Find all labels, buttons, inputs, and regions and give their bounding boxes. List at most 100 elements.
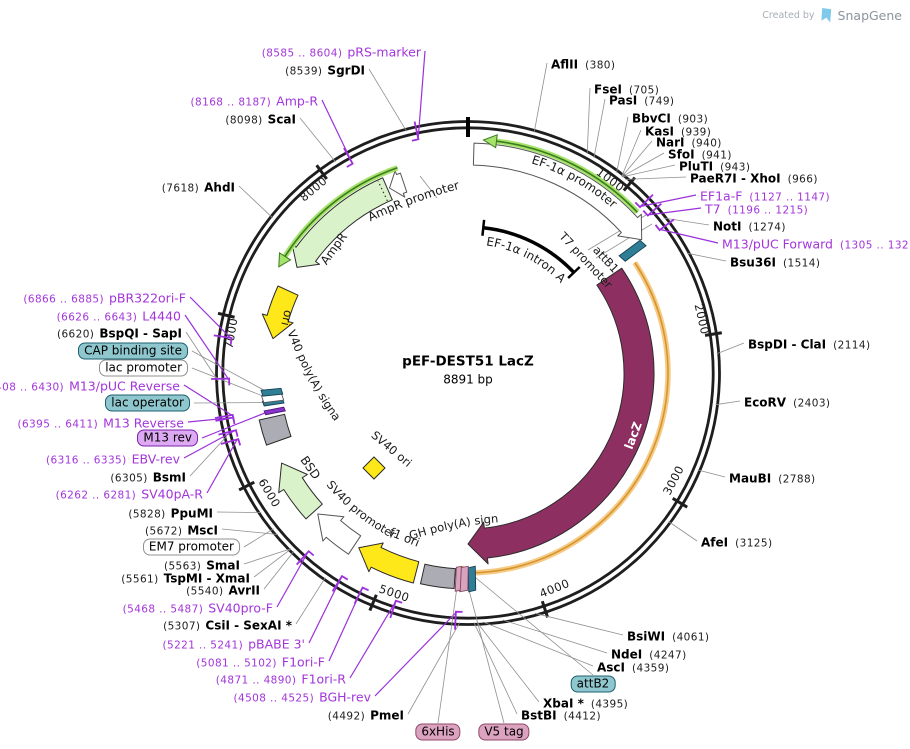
site-label-f1ori-f[interactable]: (5081 .. 5102) F1ori-F [196,652,325,671]
site-label-xbai-[interactable]: XbaI * (4395) [543,693,628,712]
site-label-ecorv[interactable]: EcoRV (2403) [744,392,830,411]
site-position: (903) [677,113,709,126]
site-position: (5540) [186,585,224,598]
site-label-ef1a-f[interactable]: EF1a-F (1127 .. 1147) [700,186,830,205]
site-label-paer7i-xhoi[interactable]: PaeR7I - XhoI (966) [690,168,818,187]
site-label-sv40pa-r[interactable]: (6262 .. 6281) SV40pA-R [56,484,203,503]
site-label-tspmi-xmai[interactable]: (5561) TspMI - XmaI [121,568,250,587]
primer-mark-amp-r[interactable] [343,147,354,168]
site-label-kasi[interactable]: KasI (939) [645,121,711,140]
primer-mark-ef1a-f[interactable] [634,193,654,209]
site-label-m13-reverse[interactable]: (6395 .. 6411) M13 Reverse [17,413,184,432]
primer-mark-f1ori-r[interactable] [389,599,403,619]
site-label-pbabe-3-[interactable]: (5221 .. 5241) pBABE 3' [163,634,306,653]
primer-mark-prs-marker[interactable] [411,121,420,142]
site-label-sfoi[interactable]: SfoI (941) [668,144,732,163]
site-label-amp-r[interactable]: (8168 .. 8187) Amp-R [191,91,318,110]
feature-sv40-promoter[interactable] [317,513,362,555]
site-label-ebv-rev[interactable]: (6316 .. 6335) EBV-rev [46,449,180,468]
site-label-l4440[interactable]: (6626 .. 6643) L4440 [57,306,181,325]
site-label-avrii[interactable]: (5540) AvrII [186,580,260,599]
primer-mark-sv40pa-r[interactable] [220,437,242,446]
site-label-smai[interactable]: (5563) SmaI [164,555,240,574]
feature-sv40-ori[interactable] [362,456,386,480]
site-label-aflii[interactable]: AflII (380) [551,54,615,73]
site-label-ndei[interactable]: NdeI (4247) [611,644,687,663]
site-label-m13-puc-forward[interactable]: M13/pUC Forward (1305 .. 1327) [722,234,910,253]
site-name: FseI [594,82,622,97]
feature-ampr-promoter[interactable] [389,170,408,198]
site-label-pbr322ori-f[interactable]: (6866 .. 6885) pBR322ori-F [23,288,186,307]
site-label-v5-tag[interactable]: V5 tag [478,723,530,741]
primer-mark-pbr322ori-f[interactable] [213,334,233,345]
primer-mark-l4440[interactable] [211,377,231,386]
site-label-bgh-rev[interactable]: (4508 .. 4525) BGH-rev [234,687,372,706]
site-label-sgrdi[interactable]: (8539) SgrDI [285,60,365,79]
site-label-prs-marker[interactable]: (8585 .. 8604) pRS-marker [262,42,421,61]
site-label-em7-promoter[interactable]: EM7 promoter [142,538,240,556]
feature-sv40-polya[interactable] [258,413,292,446]
site-label-t7[interactable]: T7 (1196 .. 1215) [705,199,808,218]
site-label-bspqi-sapi[interactable]: (6620) BspQI - SapI [57,323,182,342]
primer-mark-sv40pro-f[interactable] [296,549,315,566]
feature-f1-ori[interactable] [358,542,420,584]
callout-line-bsmi [189,436,227,477]
feature-bsd[interactable] [278,462,323,520]
site-label-6xhis[interactable]: 6xHis [415,723,461,741]
site-label-noti[interactable]: NotI (1274) [713,216,786,235]
feature-ampr[interactable] [291,177,393,268]
site-label-scai[interactable]: (8098) ScaI [225,109,296,128]
site-label-bstbi[interactable]: BstBI (4412) [521,705,601,724]
feature-ef1a-intron-a-arc[interactable] [483,226,576,274]
feature-attb2[interactable] [467,565,477,593]
feature-ef1a-promoter[interactable] [472,142,643,241]
site-label-lac-promoter[interactable]: lac promoter [99,359,188,377]
site-label-fsei[interactable]: FseI (705) [594,79,659,98]
site-label-nari[interactable]: NarI (940) [656,132,722,151]
primer-mark-m13-puc-forward[interactable] [654,218,675,232]
feature-ori[interactable] [261,285,299,340]
site-label-csii-sexai-[interactable]: (5307) CsiI - SexAI * [163,615,292,634]
site-label-bsmi[interactable]: (6305) BsmI [110,467,186,486]
primer-mark-ebv-rev[interactable] [218,429,239,437]
site-label-m13-rev[interactable]: M13 rev [137,429,198,447]
connector-line-2 [419,175,438,199]
site-label-afei[interactable]: AfeI (3125) [701,532,772,551]
site-label-lac-operator[interactable]: lac operator [105,394,190,412]
site-label-ahdi[interactable]: (7618) AhdI [162,177,235,196]
site-label-sv40pro-f[interactable]: (5468 .. 5487) SV40pro-F [123,598,273,617]
site-label-msci[interactable]: (5672) MscI [145,520,218,539]
site-label-bsiwi[interactable]: BsiWI (4061) [627,626,709,645]
site-label-f1ori-r[interactable]: (4871 .. 4890) F1ori-R [216,669,346,688]
feature-ampr-orf-arrow-core [284,167,398,257]
primer-mark-pbabe-3-[interactable] [331,574,349,592]
feature-lacz[interactable] [467,267,655,565]
site-label-m13-puc-reverse[interactable]: (6408 .. 6430) M13/pUC Reverse [0,376,180,395]
site-name: TspMI - XmaI [163,571,250,586]
site-label-pmei[interactable]: (4492) PmeI [328,705,404,724]
site-label-bsu36i[interactable]: Bsu36I (1514) [730,252,820,271]
callout-line-noti [663,217,710,226]
primer-mark-t7[interactable] [642,203,662,217]
ori-label[interactable]: ori [278,309,295,327]
ef1a-intron-label[interactable]: EF-1α intron A [485,234,569,286]
site-label-pasi[interactable]: PasI (749) [609,90,674,109]
f1-ori-label[interactable]: f1 ori [387,525,421,550]
primer-mark-bgh-rev[interactable] [454,610,463,630]
site-label-maubi[interactable]: MauBI (2788) [729,468,816,487]
feature-bgh-polya[interactable] [419,563,456,590]
site-label-cap-binding-site[interactable]: CAP binding site [78,342,188,360]
primer-mark-m13-reverse[interactable] [215,416,236,425]
feature-m13-rev-region[interactable] [263,406,286,416]
site-label-attb2[interactable]: attB2 [570,675,616,693]
feature-attb1[interactable] [618,239,647,262]
feature-sixhis[interactable] [454,565,462,592]
primer-mark-f1ori-f[interactable] [353,586,369,605]
feature-cap-binding-site[interactable] [260,387,284,397]
site-label-pluti[interactable]: PluTI (943) [679,156,750,175]
site-label-asci[interactable]: AscI (4359) [597,657,669,676]
site-label-ppumi[interactable]: (5828) PpuMI [128,503,213,522]
site-label-bbvci[interactable]: BbvCI (903) [632,108,708,127]
site-position: (6316 .. 6335) [46,454,127,467]
site-label-bspdi-clai[interactable]: BspDI - ClaI (2114) [748,334,870,353]
